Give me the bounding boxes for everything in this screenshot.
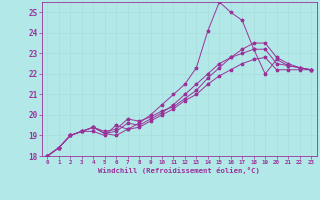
X-axis label: Windchill (Refroidissement éolien,°C): Windchill (Refroidissement éolien,°C)	[98, 167, 260, 174]
